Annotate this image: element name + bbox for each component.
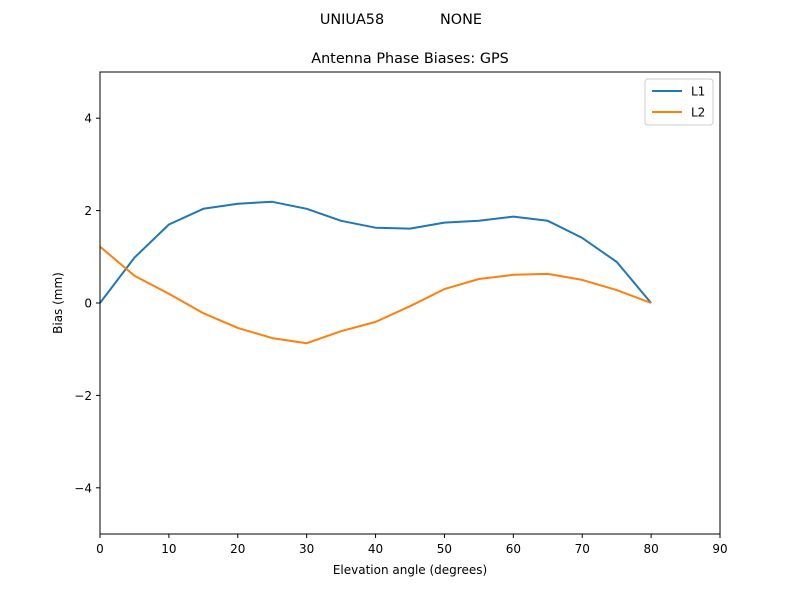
- legend-label-l2: L2: [691, 106, 705, 120]
- y-tick-label: 2: [84, 204, 92, 218]
- suptitle-radome: NONE: [440, 12, 482, 28]
- x-tick-label: 30: [299, 542, 314, 556]
- x-tick-label: 20: [230, 542, 245, 556]
- y-tick-label: 4: [84, 112, 92, 126]
- x-tick-label: 70: [575, 542, 590, 556]
- y-axis: −4 −2 0 2 4: [74, 112, 100, 495]
- x-tick-label: 80: [643, 542, 658, 556]
- legend-label-l1: L1: [691, 85, 705, 99]
- y-axis-label: Bias (mm): [51, 272, 65, 334]
- suptitle-station: UNIUA58: [320, 12, 384, 28]
- x-axis-label: Elevation angle (degrees): [333, 563, 487, 577]
- x-tick-label: 90: [712, 542, 727, 556]
- chart-title: Antenna Phase Biases: GPS: [311, 51, 509, 67]
- series-line-l1: [99, 200, 652, 304]
- y-tick-label: −2: [74, 389, 92, 403]
- axes-frame: [99, 71, 721, 535]
- x-axis: 0 10 20 30 40 50 60 70 80 90: [96, 534, 728, 556]
- x-tick-label: 10: [161, 542, 176, 556]
- x-tick-label: 0: [96, 542, 104, 556]
- legend: L1 L2: [644, 78, 714, 126]
- y-tick-label: 0: [84, 297, 92, 311]
- plot-area: [99, 200, 652, 345]
- series-line-l2: [99, 245, 652, 345]
- x-tick-label: 60: [506, 542, 521, 556]
- y-tick-label: −4: [74, 481, 92, 495]
- x-tick-label: 40: [368, 542, 383, 556]
- x-tick-label: 50: [437, 542, 452, 556]
